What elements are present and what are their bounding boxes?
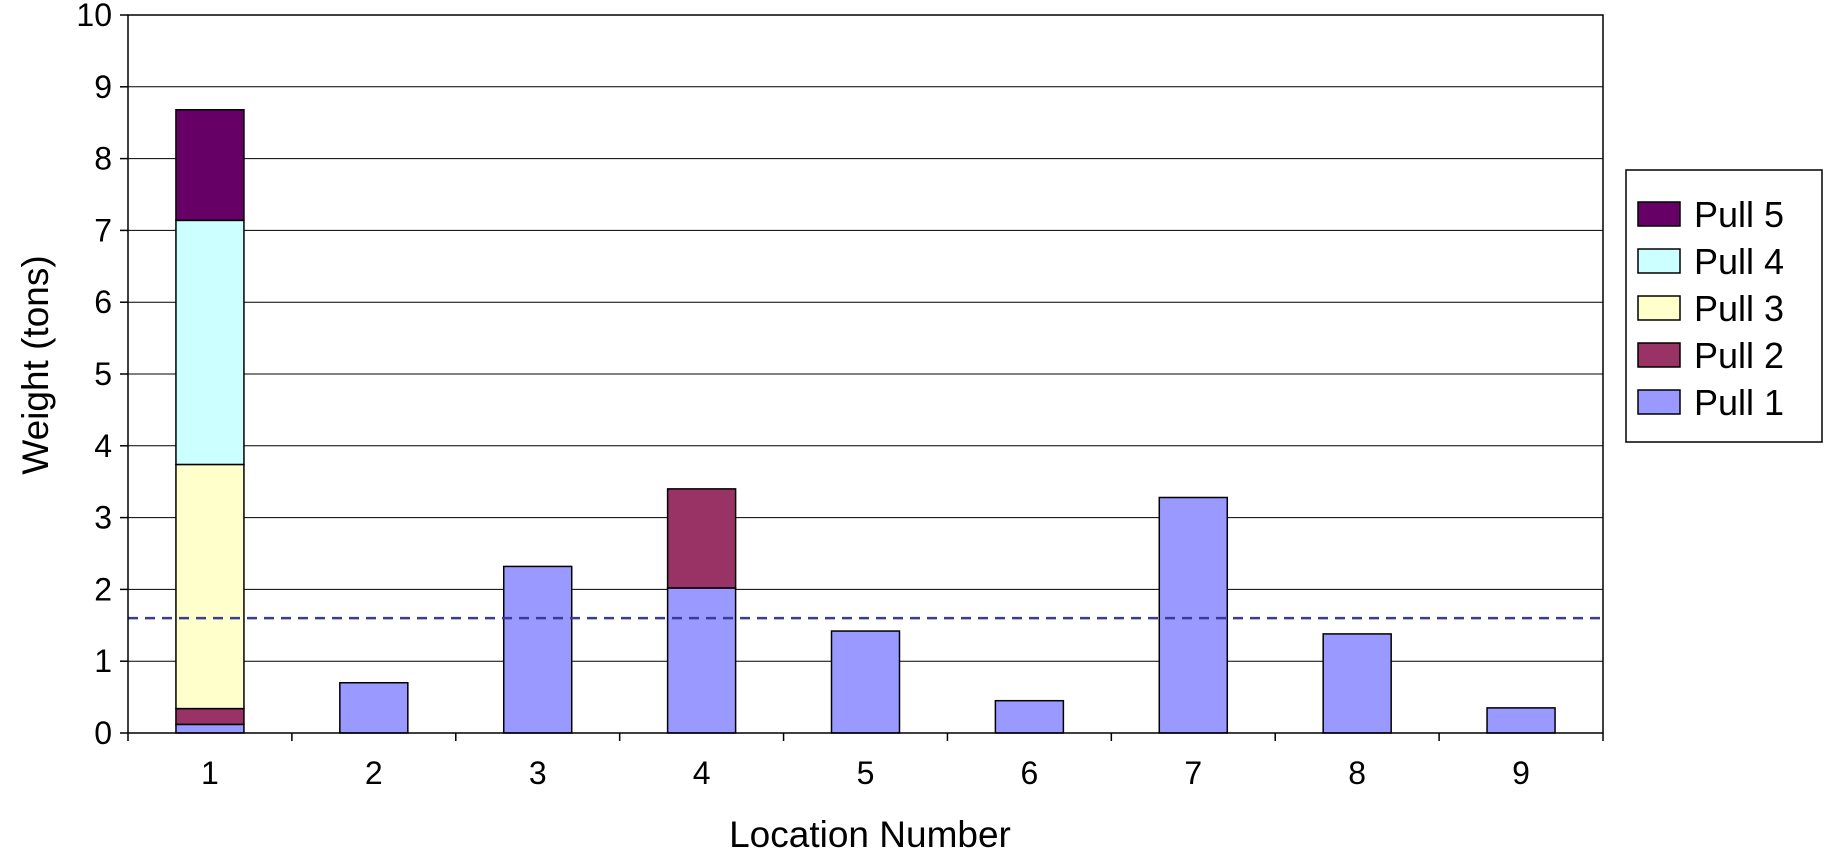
legend-swatch: [1637, 389, 1681, 415]
x-tick-label: 9: [1512, 755, 1530, 791]
y-tick-label: 7: [94, 212, 112, 248]
legend-swatch: [1637, 342, 1681, 368]
legend-label: Pull 2: [1694, 335, 1784, 376]
bars: [175, 109, 1556, 734]
gridlines: [128, 14, 1603, 662]
x-tick-label: 6: [1020, 755, 1038, 791]
bar-segment: [1486, 707, 1556, 734]
y-tick-label: 10: [76, 0, 112, 33]
bar-segment: [666, 488, 737, 589]
legend-swatch: [1637, 248, 1681, 274]
x-tick-label: 1: [201, 755, 219, 791]
bar-segment: [666, 587, 737, 734]
y-tick-label: 8: [94, 141, 112, 177]
legend-label: Pull 3: [1694, 288, 1784, 329]
legend-label: Pull 4: [1694, 241, 1784, 282]
y-tick-label: 6: [94, 284, 112, 320]
x-tick-label: 8: [1348, 755, 1366, 791]
bar-segment: [994, 699, 1065, 734]
x-tick-label: 3: [529, 755, 547, 791]
bar-segment: [339, 681, 409, 734]
y-tick-label: 5: [94, 356, 112, 392]
x-tick-label: 7: [1184, 755, 1202, 791]
bar-segment: [175, 463, 245, 710]
y-tick-label: 2: [94, 571, 112, 607]
bar-segment: [175, 723, 245, 734]
x-tick-label: 4: [693, 755, 711, 791]
bar-segment: [502, 565, 573, 734]
y-tick-label: 4: [94, 428, 112, 464]
bar-segment: [175, 707, 245, 726]
y-tick-label: 1: [94, 643, 112, 679]
bar-segment: [175, 219, 245, 466]
y-tick-label: 9: [94, 69, 112, 105]
y-axis-title: Weight (tons): [15, 255, 56, 474]
x-tick-label: 2: [365, 755, 383, 791]
legend-label: Pull 5: [1694, 194, 1784, 235]
legend-swatch: [1637, 295, 1681, 321]
y-tick-label: 0: [94, 715, 112, 751]
x-axis-title: Location Number: [729, 814, 1011, 853]
bar-segment: [830, 630, 901, 734]
legend-swatch: [1637, 201, 1681, 227]
x-tick-label: 5: [857, 755, 875, 791]
bar-segment: [175, 109, 245, 222]
axes: 0 1 2 3 4 5 6 7 8 9 10 1 2 3 4 5 6 7 8 9: [76, 0, 1604, 791]
y-tick-label: 3: [94, 500, 112, 536]
legend: Pull 5 Pull 4 Pull 3 Pull 2 Pull 1: [1625, 169, 1823, 443]
bar-segment: [1322, 633, 1392, 734]
bar-segment: [1158, 496, 1229, 734]
legend-label: Pull 1: [1694, 382, 1784, 423]
